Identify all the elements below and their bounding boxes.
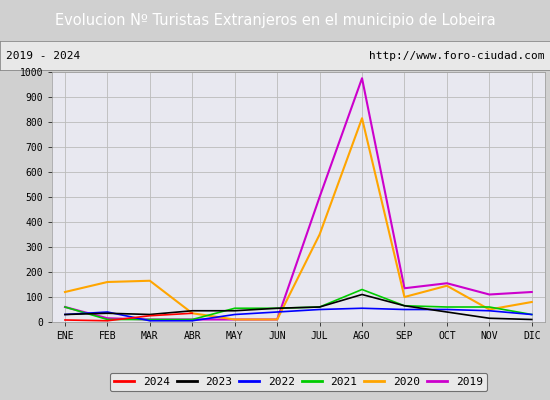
Text: Evolucion Nº Turistas Extranjeros en el municipio de Lobeira: Evolucion Nº Turistas Extranjeros en el … — [54, 14, 496, 28]
Legend: 2024, 2023, 2022, 2021, 2020, 2019: 2024, 2023, 2022, 2021, 2020, 2019 — [109, 372, 487, 392]
Text: 2019 - 2024: 2019 - 2024 — [6, 51, 80, 61]
Text: http://www.foro-ciudad.com: http://www.foro-ciudad.com — [369, 51, 544, 61]
